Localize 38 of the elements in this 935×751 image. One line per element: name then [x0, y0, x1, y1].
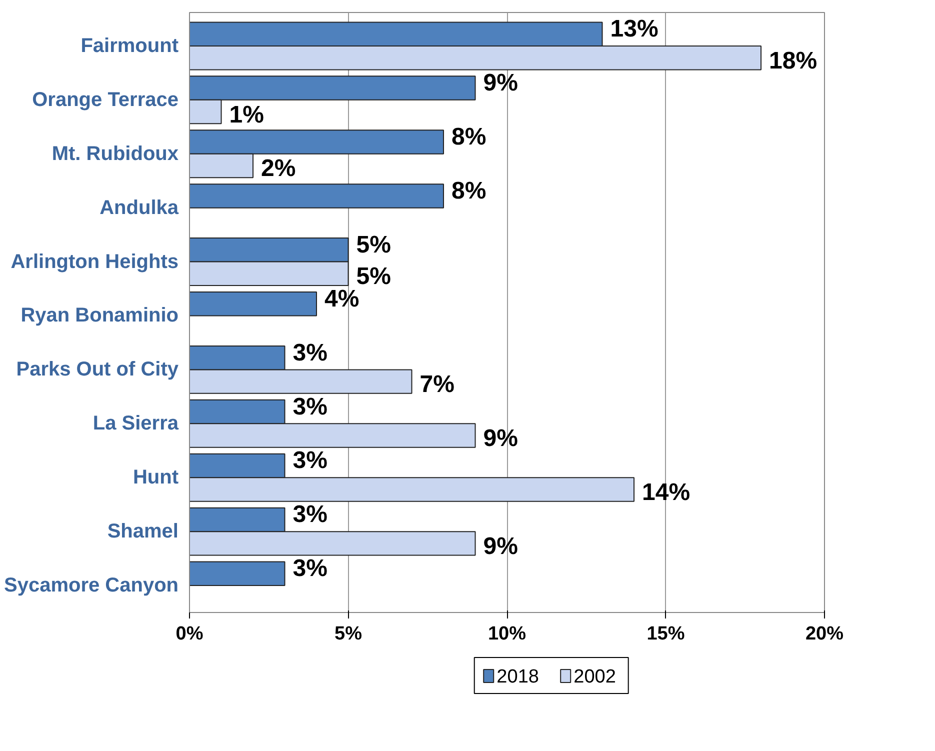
data-label: 7%	[420, 371, 454, 398]
data-label: 8%	[452, 177, 486, 204]
bar	[190, 561, 286, 586]
data-label: 3%	[292, 447, 328, 474]
data-label: 1%	[229, 101, 264, 128]
x-tick-label: 20%	[805, 624, 844, 644]
data-label: 8%	[452, 123, 486, 150]
data-label: 9%	[483, 70, 518, 97]
data-label: 3%	[292, 339, 328, 366]
data-label: 3%	[292, 393, 328, 420]
x-tick-label: 0%	[176, 624, 204, 644]
data-label: 9%	[483, 532, 518, 560]
legend-label: 2002	[574, 666, 616, 688]
bar	[190, 291, 317, 316]
data-label: 14%	[642, 478, 690, 506]
y-tick-label: Arlington Heights	[10, 250, 178, 273]
y-tick-label: Fairmount	[80, 34, 179, 57]
bar	[190, 184, 444, 208]
data-label: 2%	[261, 155, 296, 182]
y-tick-label: Andulka	[100, 196, 180, 219]
y-tick-label: La Sierra	[92, 412, 180, 435]
x-tick-label: 15%	[646, 624, 685, 644]
y-tick-label: Shamel	[107, 520, 179, 543]
data-label: 5%	[356, 231, 391, 258]
y-tick-label: Ryan Bonaminio	[20, 304, 179, 327]
data-label: 3%	[292, 555, 328, 582]
x-tick-label: 10%	[488, 624, 526, 644]
data-label: 9%	[483, 425, 518, 452]
y-tick-label: Orange Terrace	[32, 88, 179, 111]
data-label: 13%	[610, 16, 658, 43]
data-label: 3%	[292, 501, 328, 528]
legend-label: 2018	[496, 666, 539, 688]
data-label: 18%	[769, 47, 818, 74]
y-tick-label: Parks Out of City	[16, 358, 180, 381]
y-tick-label: Sycamore Canyon	[4, 574, 179, 597]
x-tick-label: 5%	[334, 624, 362, 644]
y-tick-label: Hunt	[132, 466, 179, 489]
y-tick-label: Mt. Rubidoux	[52, 142, 178, 165]
